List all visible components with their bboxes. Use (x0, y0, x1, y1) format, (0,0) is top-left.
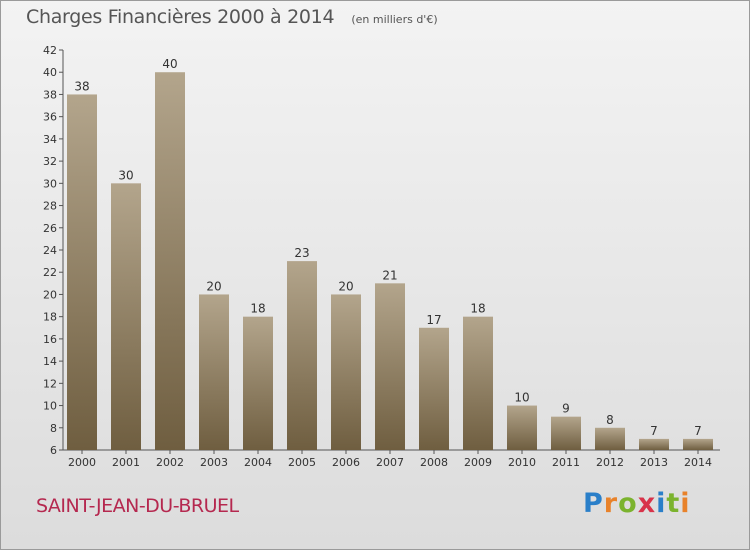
x-tick-label: 2002 (156, 456, 184, 469)
x-tick-label: 2004 (244, 456, 272, 469)
logo-letter: o (618, 488, 638, 519)
bar-value-label: 17 (426, 313, 441, 327)
bar-value-label: 18 (250, 302, 265, 316)
x-tick-label: 2001 (112, 456, 140, 469)
bar-2010 (507, 405, 537, 450)
y-tick-label: 42 (43, 44, 57, 57)
chart-header: Charges Financières 2000 à 2014 (en mill… (26, 6, 438, 28)
x-tick-label: 2005 (288, 456, 316, 469)
logo-letter: i (680, 488, 691, 519)
bar-value-label: 10 (514, 391, 529, 405)
bar-value-label: 7 (694, 424, 702, 438)
y-tick-label: 6 (50, 444, 57, 457)
y-tick-label: 12 (43, 377, 57, 390)
x-tick-label: 2006 (332, 456, 360, 469)
y-tick-label: 32 (43, 155, 57, 168)
x-tick-label: 2012 (596, 456, 624, 469)
y-tick-label: 26 (43, 222, 57, 235)
bar-value-label: 8 (606, 413, 614, 427)
x-tick-label: 2009 (464, 456, 492, 469)
bar-2012 (595, 427, 625, 450)
bar-value-label: 18 (470, 302, 485, 316)
chart-labels: 38 2000 30 2001 40 2002 20 2003 18 2004 23 2005 20 20… (68, 57, 712, 469)
bar-value-label: 21 (382, 268, 397, 282)
x-tick-label: 2011 (552, 456, 580, 469)
bar-2001 (111, 183, 141, 451)
y-tick-label: 20 (43, 288, 57, 301)
x-tick-label: 2008 (420, 456, 448, 469)
y-tick-label: 38 (43, 88, 57, 101)
bar-value-label: 40 (162, 57, 177, 71)
bar-value-label: 20 (206, 279, 221, 293)
x-tick-label: 2007 (376, 456, 404, 469)
bar-2002 (155, 72, 185, 450)
bar-2005 (287, 261, 317, 450)
y-tick-label: 36 (43, 111, 57, 124)
x-tick-label: 2010 (508, 456, 536, 469)
bar-2013 (639, 438, 669, 450)
y-tick-label: 18 (43, 311, 57, 324)
bar-value-label: 7 (650, 424, 658, 438)
bar-2007 (375, 283, 405, 450)
y-tick-label: 16 (43, 333, 57, 346)
bar-2003 (199, 294, 229, 450)
y-tick-label: 24 (43, 244, 57, 257)
bar-2011 (551, 416, 581, 450)
chart-unit-label: (en milliers d'€) (351, 13, 438, 26)
bar-2004 (243, 316, 273, 450)
bar-2006 (331, 294, 361, 450)
proxiti-logo: Proxiti (583, 488, 691, 519)
x-tick-label: 2014 (684, 456, 712, 469)
commune-name: SAINT-JEAN-DU-BRUEL (36, 495, 239, 517)
y-tick-label: 14 (43, 355, 57, 368)
y-tick-label: 40 (43, 66, 57, 79)
bar-2008 (419, 327, 449, 450)
bar-2009 (463, 316, 493, 450)
bar-2000 (67, 94, 97, 450)
bar-value-label: 38 (74, 79, 89, 93)
bar-value-label: 30 (118, 168, 133, 182)
bar-value-label: 23 (294, 246, 309, 260)
y-tick-label: 28 (43, 200, 57, 213)
y-tick-label: 30 (43, 177, 57, 190)
logo-letter: P (583, 488, 604, 519)
chart-bars (67, 72, 713, 451)
x-tick-label: 2003 (200, 456, 228, 469)
bar-value-label: 20 (338, 279, 353, 293)
chart-title: Charges Financières 2000 à 2014 (26, 6, 335, 28)
y-tick-label: 34 (43, 133, 57, 146)
y-tick-label: 10 (43, 400, 57, 413)
y-tick-label: 22 (43, 266, 57, 279)
logo-letter: i (656, 488, 667, 519)
logo-letter: t (666, 488, 681, 519)
x-tick-label: 2013 (640, 456, 668, 469)
logo-letter: x (637, 488, 657, 519)
chart-axes: 6 8 10 12 14 16 18 20 22 24 26 28 30 32 34 36 38 40 42 (43, 44, 720, 457)
y-tick-label: 8 (50, 422, 57, 435)
x-tick-label: 2000 (68, 456, 96, 469)
bar-value-label: 9 (562, 402, 570, 416)
logo-letter: r (603, 488, 619, 519)
bar-2014 (683, 438, 713, 450)
